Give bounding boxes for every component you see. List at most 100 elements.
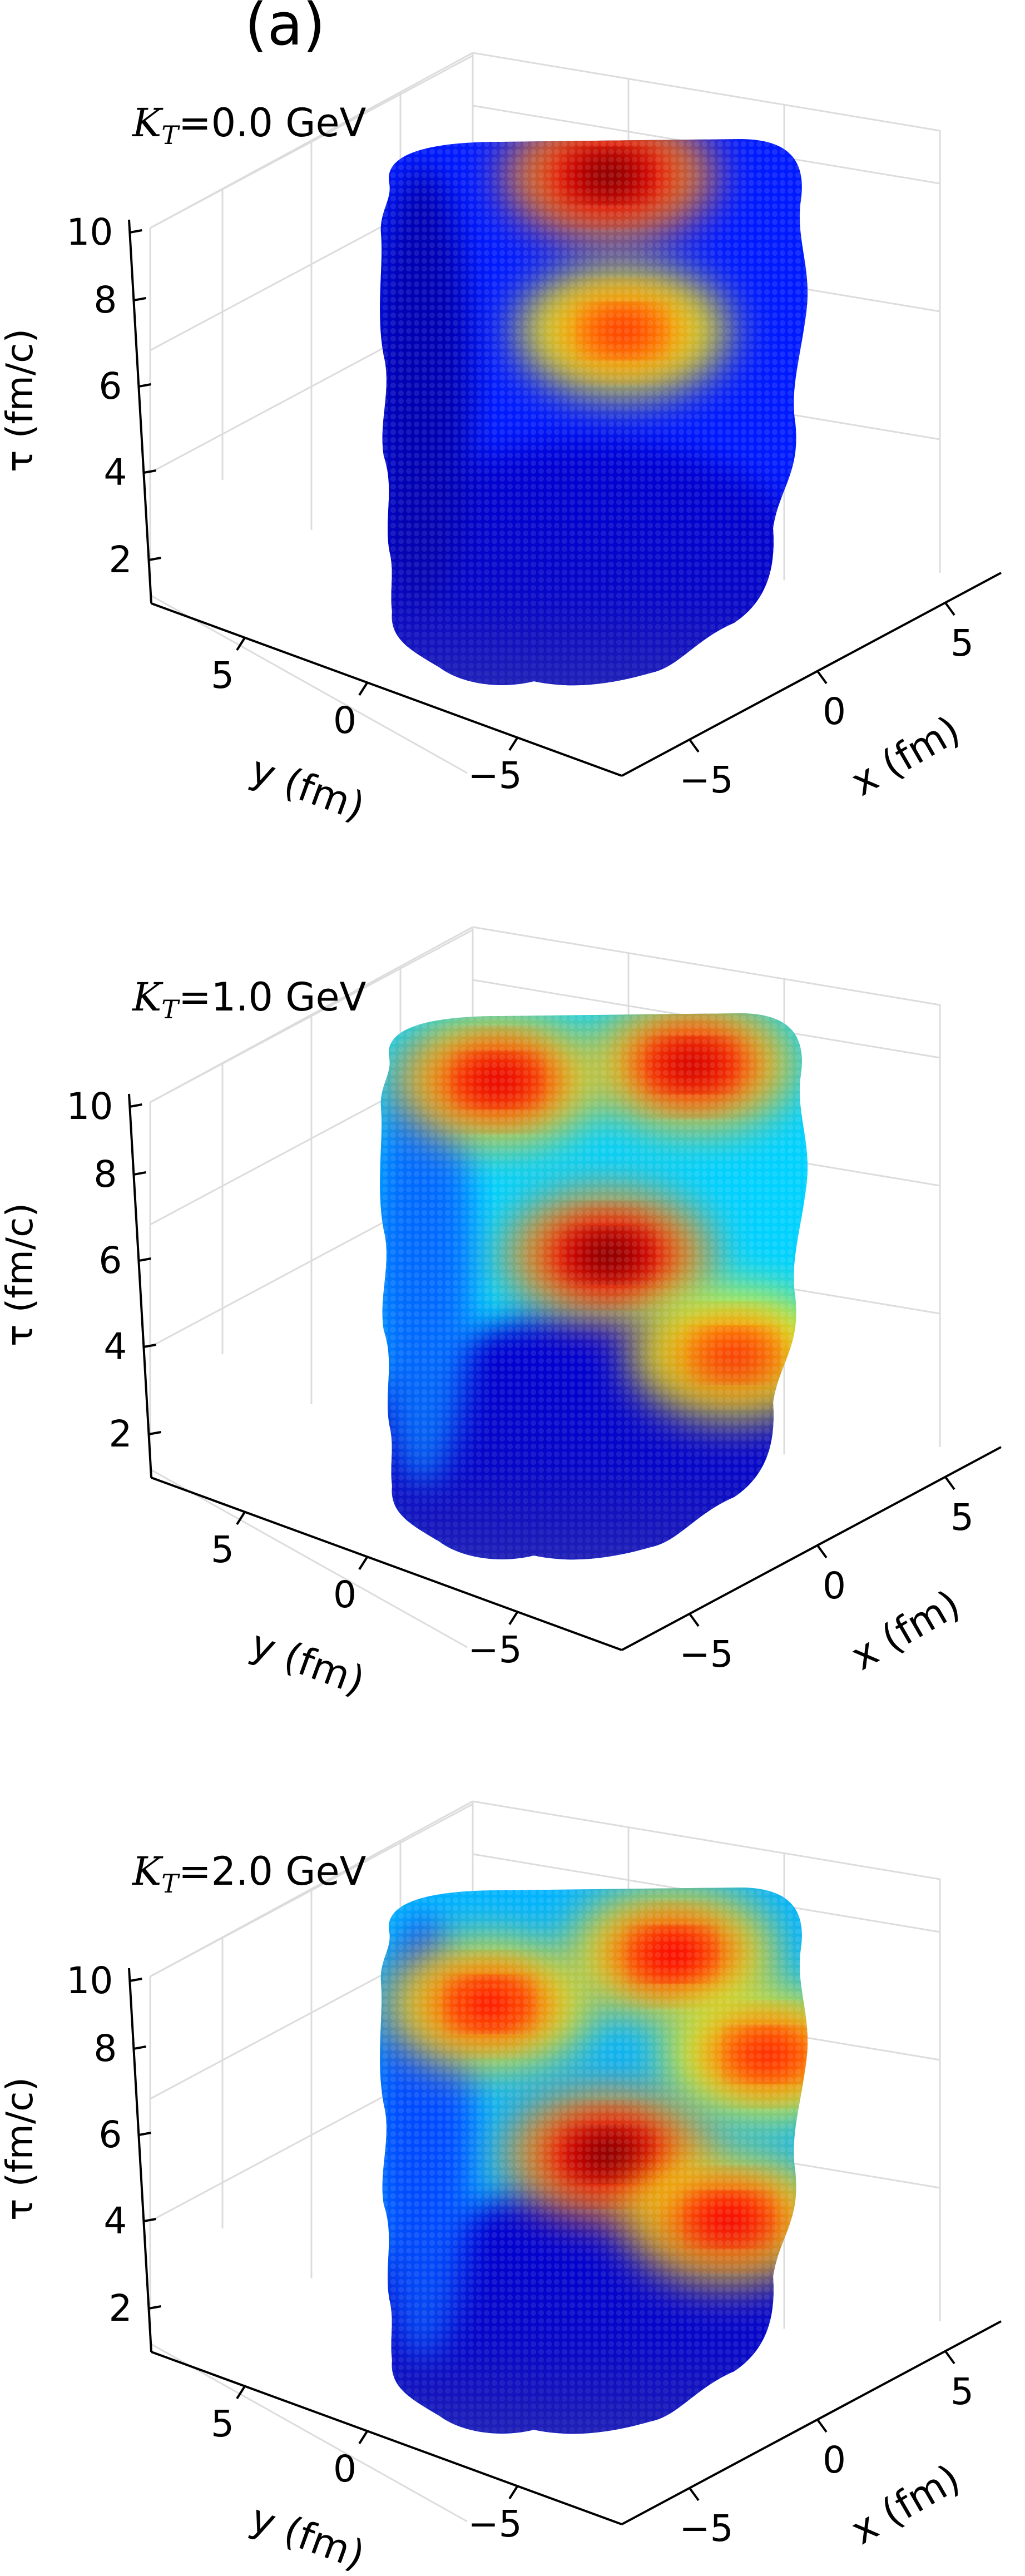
z-tick-mark [133, 1171, 146, 1176]
z-axis [128, 1968, 161, 2352]
kt-value: =0.0 GeV [179, 100, 367, 146]
y-axis-line [151, 602, 622, 777]
y-tick-label: 5 [211, 1528, 234, 1571]
x-axis-line [621, 572, 1002, 777]
y-tick-label: 5 [211, 2402, 234, 2445]
y-tick-label: −5 [468, 1628, 522, 1671]
z-tick-mark [138, 383, 151, 388]
y-axis [151, 602, 622, 777]
x-tick-mark [816, 2419, 828, 2433]
z-tick-mark [133, 2045, 146, 2050]
density-body [380, 1888, 808, 2434]
z-tick-label: 2 [108, 538, 132, 581]
z-tick-label: 6 [98, 365, 122, 408]
kt-symbol: K [131, 100, 164, 146]
body-bottom-fade [380, 2205, 808, 2434]
kt-symbol: K [131, 1849, 164, 1894]
z-tick-label: 4 [103, 451, 127, 494]
z-axis-label: τ (fm/c) [0, 1203, 41, 1346]
z-tick-label: 10 [66, 1085, 113, 1128]
x-axis-label: x (fm) [843, 707, 968, 805]
z-tick-label: 10 [66, 211, 113, 254]
z-tick-label: 4 [103, 2199, 127, 2242]
panel-3: 2 4 6 8 10 τ (fm/c) 5 0 −5 y (fm) −5 0 5 x (fm) KT=2.0… [0, 1800, 1002, 2576]
y-tick-mark [508, 2485, 518, 2500]
z-axis [128, 219, 161, 604]
kt-symbol: K [131, 974, 164, 1020]
y-tick-mark [358, 682, 368, 696]
x-axis [621, 1446, 1002, 1651]
y-tick-mark [236, 637, 246, 651]
kt-subscript: T [161, 120, 180, 150]
density-body [380, 1013, 808, 1560]
kt-subscript: T [161, 1869, 180, 1899]
x-tick-mark [944, 1476, 955, 1490]
z-tick-label: 6 [98, 2113, 122, 2156]
y-tick-mark [358, 1556, 368, 1571]
grid-h-left-0 [150, 55, 473, 229]
x-tick-label: 5 [950, 1496, 974, 1539]
x-tick-mark [944, 602, 955, 616]
z-tick-mark [143, 469, 156, 474]
z-tick-mark [133, 297, 146, 301]
z-tick-mark [143, 2218, 156, 2222]
kt-value: =1.0 GeV [179, 974, 367, 1020]
x-tick-label: −5 [679, 1633, 733, 1676]
panel-2: 2 4 6 8 10 τ (fm/c) 5 0 −5 y (fm) −5 0 5 x (fm) KT=1.0… [0, 926, 1002, 1704]
y-tick-mark [236, 1511, 246, 1525]
y-tick-mark [358, 2430, 368, 2445]
x-tick-label: 0 [823, 1564, 846, 1607]
x-axis-label: x (fm) [843, 2455, 968, 2554]
x-axis-line [621, 1446, 1002, 1651]
density-body [380, 139, 808, 686]
z-tick-mark [148, 557, 161, 561]
x-axis-label: x (fm) [843, 1581, 968, 1680]
y-tick-label: 0 [333, 1573, 356, 1616]
y-axis-line [151, 2351, 622, 2525]
z-tick-mark [148, 2305, 161, 2310]
body-fill [380, 1013, 808, 1560]
body-fill [380, 1888, 808, 2434]
z-tick-mark [148, 1431, 161, 1435]
z-tick-mark [143, 1344, 156, 1348]
y-tick-label: 0 [333, 699, 356, 742]
x-axis [621, 572, 1002, 777]
z-axis-line [128, 1968, 152, 2352]
z-tick-mark [138, 1257, 151, 1262]
x-axis [621, 2320, 1002, 2525]
x-tick-label: 0 [823, 690, 846, 733]
x-tick-mark [816, 670, 828, 685]
y-axis-label: y (fm) [245, 2495, 370, 2576]
kt-label: KT=0.0 GeV [131, 100, 367, 150]
kt-subscript: T [161, 994, 180, 1024]
body-bottom-fade [380, 456, 808, 686]
x-axis-line [621, 2320, 1002, 2525]
y-axis [151, 2351, 622, 2525]
y-tick-label: −5 [468, 2503, 522, 2545]
x-tick-mark [689, 2487, 700, 2501]
z-tick-mark [129, 1978, 142, 1982]
z-axis [128, 1093, 161, 1478]
z-tick-label: 4 [103, 1325, 127, 1368]
x-tick-mark [816, 1544, 828, 1559]
grid-h-left-0 [150, 1803, 473, 1978]
z-axis-label: τ (fm/c) [0, 329, 41, 472]
z-tick-label: 10 [66, 1959, 113, 2002]
kt-label: KT=1.0 GeV [131, 974, 367, 1024]
z-tick-mark [138, 2132, 151, 2136]
x-tick-mark [689, 1613, 700, 1627]
x-tick-mark [944, 2350, 955, 2365]
z-tick-label: 2 [108, 2287, 132, 2330]
kt-value: =2.0 GeV [179, 1849, 367, 1894]
z-tick-label: 8 [93, 2027, 117, 2070]
kt-label: KT=2.0 GeV [131, 1849, 367, 1899]
z-tick-label: 6 [98, 1239, 122, 1282]
y-axis-label: y (fm) [245, 747, 370, 830]
y-axis-line [151, 1477, 622, 1651]
y-tick-mark [508, 737, 518, 751]
y-axis [151, 1477, 622, 1651]
x-tick-label: 5 [950, 2370, 974, 2413]
z-tick-mark [129, 1103, 142, 1108]
